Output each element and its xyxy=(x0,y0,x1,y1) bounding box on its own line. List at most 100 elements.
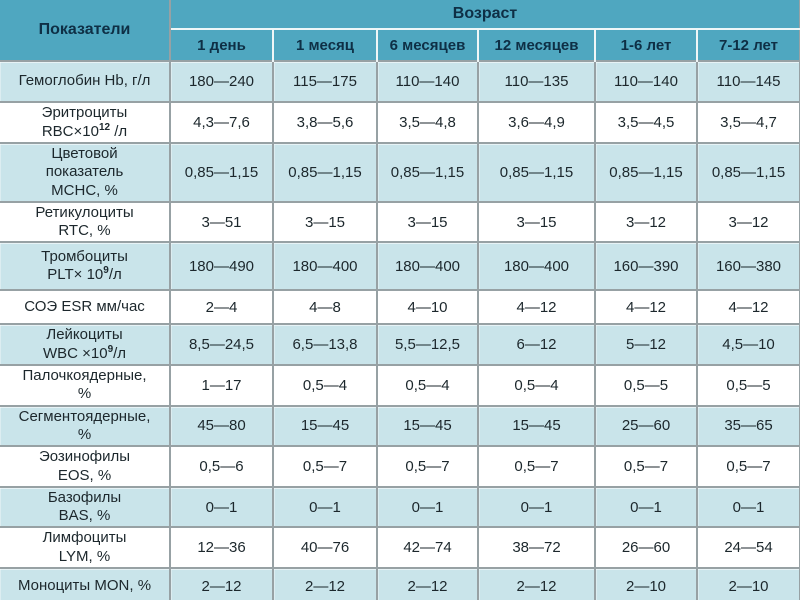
value-cell: 3—15 xyxy=(477,200,596,244)
value-cell: 3,8—5,6 xyxy=(272,101,378,144)
table-row: Эозинофилы EOS, % 0,5—6 0,5—7 0,5—7 0,5—7 0,5—… xyxy=(0,445,800,488)
table-row: Цветовой показатель МСНС, % 0,85—1,15 0,85—1… xyxy=(0,142,800,203)
value-cell: 3,5—4,8 xyxy=(376,101,479,144)
value-cell: 2—12 xyxy=(169,567,274,600)
age-group-header: Возраст xyxy=(170,0,800,30)
row-label: СОЭ ESR мм/час xyxy=(0,289,171,326)
row-label: Тромбоциты PLT× 109/л xyxy=(0,241,171,292)
age-column-header: 7-12 лет xyxy=(695,29,800,61)
table-row: Тромбоциты PLT× 109/л 180—490 180—400 180—40… xyxy=(0,241,800,292)
value-cell: 5,5—12,5 xyxy=(376,323,479,367)
value-cell: 3,5—4,7 xyxy=(695,101,800,144)
value-cell: 110—140 xyxy=(376,60,479,103)
value-cell: 4—12 xyxy=(695,289,800,326)
value-cell: 0—1 xyxy=(169,485,274,529)
age-column-header: 6 месяцев xyxy=(376,29,478,61)
value-cell: 42—74 xyxy=(376,526,479,570)
value-cell: 2—12 xyxy=(376,567,479,600)
value-cell: 35—65 xyxy=(695,404,800,448)
value-cell: 0,85—1,15 xyxy=(695,142,800,203)
header-row-ages: 1 день 1 месяц 6 месяцев 12 месяцев 1-6 … xyxy=(0,29,800,61)
header-row-top: Показатели Возраст xyxy=(0,0,800,61)
value-cell: 2—4 xyxy=(169,289,274,326)
value-cell: 3—51 xyxy=(169,200,274,244)
value-cell: 0,5—7 xyxy=(376,445,479,488)
table-row: Гемоглобин Hb, г/л 180—240 115—175 110—140 1… xyxy=(0,60,800,103)
row-label: Эозинофилы EOS, % xyxy=(0,445,171,488)
age-column-header: 1 месяц xyxy=(272,29,377,61)
table-row: Базофилы BAS, % 0—1 0—1 0—1 0—1 0—1 0—1 xyxy=(0,485,800,529)
value-cell: 40—76 xyxy=(272,526,378,570)
value-cell: 180—400 xyxy=(477,241,596,292)
superscript: 12 xyxy=(98,121,111,133)
row-label: Эритроциты RBC×1012 /л xyxy=(0,101,171,144)
value-cell: 4,3—7,6 xyxy=(169,101,274,144)
row-label: Моноциты MON, % xyxy=(0,567,171,600)
value-cell: 115—175 xyxy=(272,60,378,103)
value-cell: 3—12 xyxy=(594,200,698,244)
value-cell: 0—1 xyxy=(695,485,800,529)
table-row: Сегментоядерные,% 45—80 15—45 15—45 15—45 25—… xyxy=(0,404,800,448)
age-column-header: 1-6 лет xyxy=(594,29,697,61)
value-cell: 5—12 xyxy=(594,323,698,367)
value-cell: 0,5—5 xyxy=(594,364,698,407)
value-cell: 26—60 xyxy=(594,526,698,570)
row-label: Цветовой показатель МСНС, % xyxy=(0,142,171,203)
value-cell: 1—17 xyxy=(169,364,274,407)
value-cell: 180—400 xyxy=(376,241,479,292)
value-cell: 180—240 xyxy=(169,60,274,103)
value-cell: 4—8 xyxy=(272,289,378,326)
value-cell: 4—12 xyxy=(594,289,698,326)
table-row: Палочкоядерные,% 1—17 0,5—4 0,5—4 0,5—4 0,5—5… xyxy=(0,364,800,407)
value-cell: 3—15 xyxy=(376,200,479,244)
value-cell: 8,5—24,5 xyxy=(169,323,274,367)
value-cell: 110—140 xyxy=(594,60,698,103)
value-cell: 0,85—1,15 xyxy=(272,142,378,203)
superscript: 9 xyxy=(103,265,109,277)
value-cell: 2—10 xyxy=(594,567,698,600)
value-cell: 45—80 xyxy=(169,404,274,448)
table-row: СОЭ ESR мм/час 2—4 4—8 4—10 4—12 4—12 4—12 xyxy=(0,289,800,326)
indicators-column-header: Показатели xyxy=(0,0,171,61)
table-row: Ретикулоциты RTC, % 3—51 3—15 3—15 3—15 3—12 3—… xyxy=(0,200,800,244)
value-cell: 110—145 xyxy=(695,60,800,103)
value-cell: 3—12 xyxy=(695,200,800,244)
value-cell: 0,85—1,15 xyxy=(594,142,698,203)
table-row: Эритроциты RBC×1012 /л 4,3—7,6 3,8—5,6 3,5—4… xyxy=(0,101,800,144)
table-row: Моноциты MON, % 2—12 2—12 2—12 2—12 2—10 2—10 xyxy=(0,567,800,600)
value-cell: 180—400 xyxy=(272,241,378,292)
value-cell: 180—490 xyxy=(169,241,274,292)
value-cell: 2—12 xyxy=(477,567,596,600)
table-row: Лейкоциты WBC ×109/л 8,5—24,5 6,5—13,8 5,5—1… xyxy=(0,323,800,367)
value-cell: 110—135 xyxy=(477,60,596,103)
value-cell: 0,5—4 xyxy=(272,364,378,407)
value-cell: 0,5—4 xyxy=(376,364,479,407)
value-cell: 0,85—1,15 xyxy=(477,142,596,203)
value-cell: 2—12 xyxy=(272,567,378,600)
table-body: Гемоглобин Hb, г/л 180—240 115—175 110—140 1… xyxy=(0,60,800,600)
value-cell: 0,5—5 xyxy=(695,364,800,407)
value-cell: 0,85—1,15 xyxy=(169,142,274,203)
value-cell: 0,5—4 xyxy=(477,364,596,407)
value-cell: 24—54 xyxy=(695,526,800,570)
value-cell: 0,5—7 xyxy=(272,445,378,488)
value-cell: 0,5—7 xyxy=(477,445,596,488)
value-cell: 4—12 xyxy=(477,289,596,326)
value-cell: 0,5—6 xyxy=(169,445,274,488)
row-label: Лимфоциты LYM, % xyxy=(0,526,171,570)
value-cell: 25—60 xyxy=(594,404,698,448)
value-cell: 3,6—4,9 xyxy=(477,101,596,144)
value-cell: 4—10 xyxy=(376,289,479,326)
value-cell: 160—380 xyxy=(695,241,800,292)
value-cell: 160—390 xyxy=(594,241,698,292)
row-label: Лейкоциты WBC ×109/л xyxy=(0,323,171,367)
row-label: Базофилы BAS, % xyxy=(0,485,171,529)
value-cell: 6—12 xyxy=(477,323,596,367)
value-cell: 0—1 xyxy=(272,485,378,529)
value-cell: 15—45 xyxy=(376,404,479,448)
value-cell: 4,5—10 xyxy=(695,323,800,367)
table-row: Лимфоциты LYM, % 12—36 40—76 42—74 38—72 26—60… xyxy=(0,526,800,570)
age-column-header: 1 день xyxy=(170,29,273,61)
age-column-header: 12 месяцев xyxy=(477,29,595,61)
